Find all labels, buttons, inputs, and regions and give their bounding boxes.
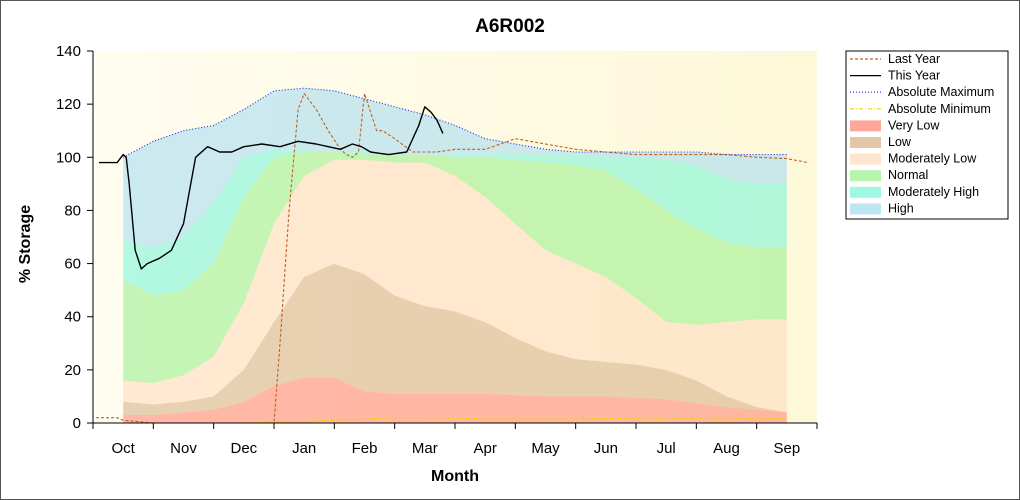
legend-swatch-moderately-low [850,153,881,165]
band-very-low [123,377,787,423]
y-tick-label: 80 [64,202,81,219]
band-moderately-high [123,149,787,296]
legend-label-moderately-low: Moderately Low [888,152,977,166]
legend-label-last-year: Last Year [888,52,940,66]
x-tick-label: Feb [352,440,378,457]
x-tick-label: Sep [773,440,800,457]
axes: 0 20 40 60 80 100 120 140 Oct Nov Dec Jan Feb Mar Apr M… [56,43,818,457]
legend-label-high: High [888,201,914,215]
y-tick-label: 120 [56,96,81,113]
legend-swatch-moderately-high [850,186,881,198]
y-tick-label: 140 [56,43,81,60]
legend-label-very-low: Very Low [888,118,940,132]
x-axis-label: Month [431,468,479,485]
x-tick-label: Apr [473,440,496,457]
band-high [123,88,787,248]
legend-label-moderately-high: Moderately High [888,185,979,199]
y-tick-label: 40 [64,309,81,326]
legend: Last Year This Year Absolute Maximum Absolu… [845,50,1009,220]
y-tick-label: 0 [73,415,81,432]
chart-title: A6R002 [475,16,545,37]
y-tick-label: 20 [64,362,81,379]
range-bands [123,88,787,423]
band-low [123,263,787,415]
x-tick-label: Jan [292,440,316,457]
legend-label-absolute-minimum: Absolute Minimum [888,102,991,116]
legend-swatch-low [850,137,881,148]
x-tick-label: Aug [713,440,740,457]
x-tick-label: Dec [230,440,257,457]
legend-swatch-very-low [850,120,881,132]
legend-label-low: Low [888,135,912,149]
legend-swatch-high [850,203,881,215]
x-tick-label: May [531,440,560,457]
band-moderately-low [123,159,787,413]
x-tick-label: Nov [170,440,197,457]
x-tick-label: Oct [111,440,135,457]
series-this-year [99,106,444,270]
y-tick-label: 60 [64,256,81,273]
legend-label-normal: Normal [888,168,928,182]
band-normal [123,152,787,384]
x-tick-label: Jun [594,440,618,457]
legend-label-absolute-maximum: Absolute Maximum [888,85,994,99]
x-tick-label: Jul [657,440,676,457]
y-axis-label: % Storage [17,205,34,283]
y-tick-label: 100 [56,149,81,166]
legend-label-this-year: This Year [888,69,940,83]
legend-swatch-normal [850,170,881,182]
x-tick-label: Mar [412,440,438,457]
